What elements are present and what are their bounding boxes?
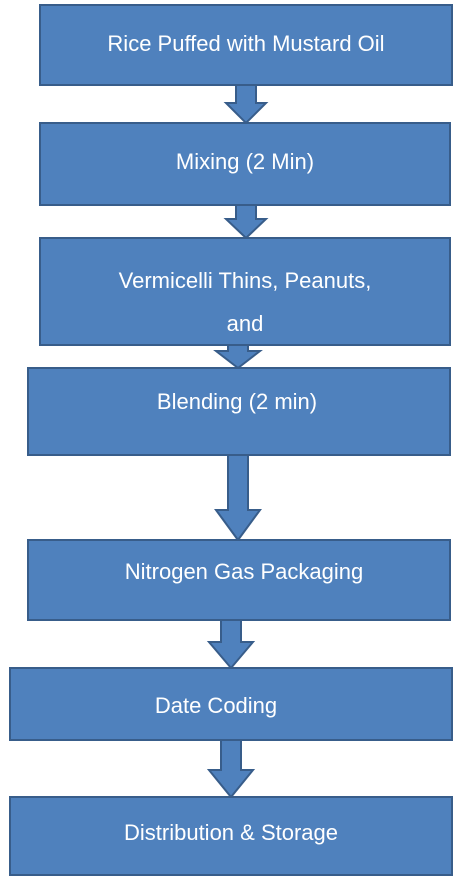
node: Blending (2 min)	[27, 367, 451, 456]
boxes: Rice Puffed with Mustard Oil Mixing (2 Mi…	[9, 4, 453, 876]
node: Rice Puffed with Mustard Oil	[39, 4, 453, 86]
arrow	[223, 204, 269, 240]
node-box	[27, 367, 451, 456]
node-box	[27, 539, 451, 621]
node-box	[39, 122, 451, 206]
arrow	[223, 84, 269, 125]
node-label: Mixing (2 Min)	[176, 149, 314, 174]
node-label: Rice Puffed with Mustard Oil	[107, 31, 384, 56]
node: Date Coding	[9, 667, 453, 741]
node: Distribution & Storage	[9, 796, 453, 876]
node-label: Nitrogen Gas Packaging	[125, 559, 363, 584]
node-box	[39, 4, 453, 86]
node-label: Vermicelli Thins, Peanuts,	[119, 268, 372, 293]
node: Vermicelli Thins, Peanuts, and	[39, 237, 451, 346]
node-label: and	[227, 311, 264, 336]
node-box	[39, 237, 451, 346]
node: Nitrogen Gas Packaging	[27, 539, 451, 621]
node-label: Date Coding	[155, 693, 277, 718]
arrow	[206, 619, 256, 670]
arrow	[206, 739, 256, 799]
node-label: Distribution & Storage	[124, 820, 338, 845]
node-label: Blending (2 min)	[157, 389, 317, 414]
node-box	[9, 667, 453, 741]
arrow	[214, 454, 262, 542]
node: Mixing (2 Min)	[39, 122, 451, 206]
arrows	[206, 84, 269, 799]
node-box	[9, 796, 453, 876]
arrow	[213, 344, 263, 370]
